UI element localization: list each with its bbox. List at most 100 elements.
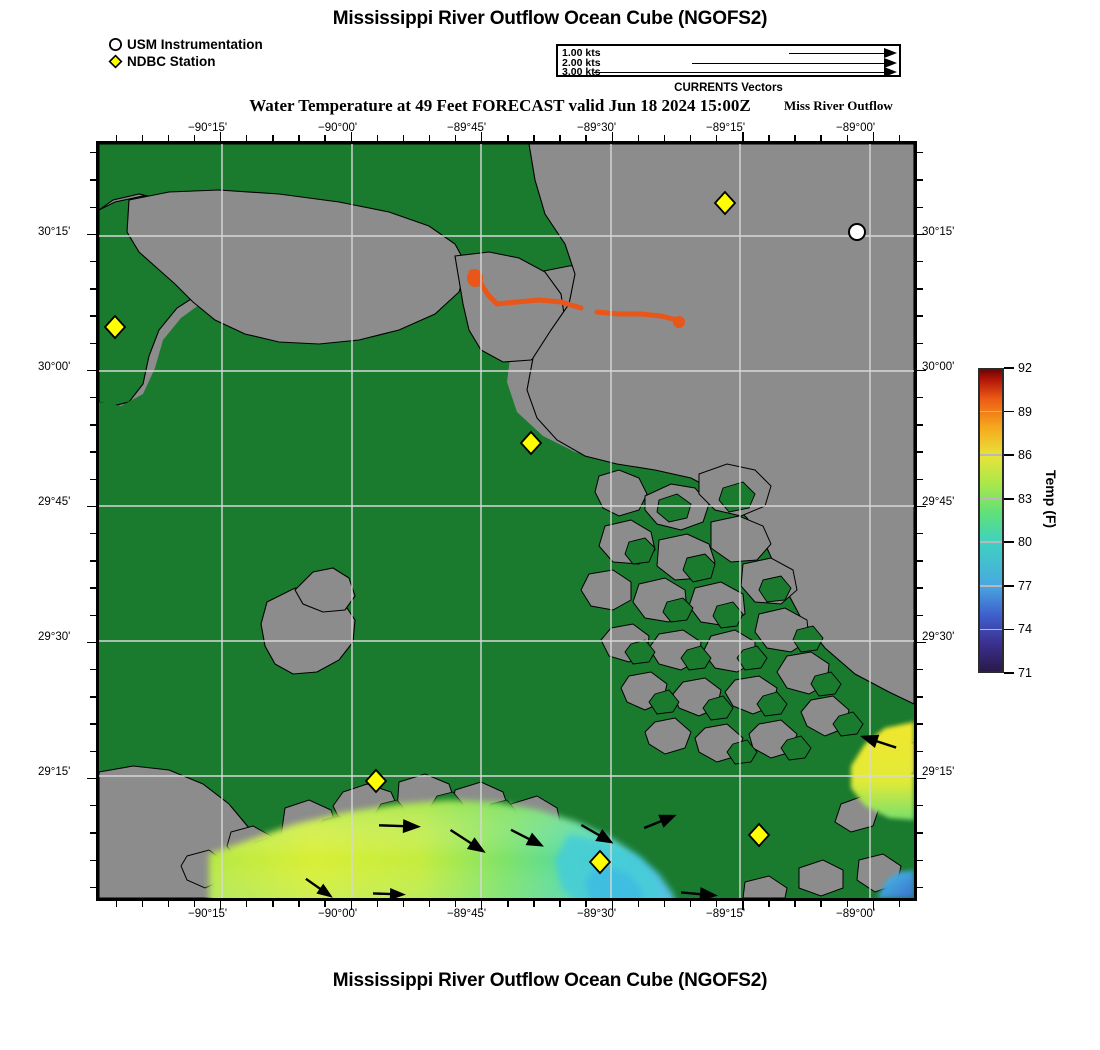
station-markers	[103, 190, 866, 875]
axis-tick	[768, 901, 770, 907]
axis-tick	[219, 901, 222, 910]
axis-tick	[663, 901, 666, 907]
currents-shaft-1	[789, 53, 884, 54]
y-axis-label-right-0: 30°15'	[922, 226, 955, 238]
colorbar-tick-label: 89	[1018, 404, 1032, 419]
y-axis-label-right-2: 29°45'	[922, 496, 955, 508]
axis-tick	[917, 369, 926, 372]
legend-label-ndbc: NDBC Station	[127, 53, 216, 69]
y-axis-label-left-4: 29°15'	[38, 766, 71, 778]
axis-tick	[87, 233, 96, 236]
axis-tick	[87, 641, 96, 644]
ndbc-station-marker	[588, 849, 612, 875]
x-axis-label-top-2: −89°45'	[447, 122, 487, 134]
temperature-corner-patch	[851, 722, 914, 820]
axis-tick	[611, 901, 613, 910]
x-axis-label-bottom-2: −89°45'	[447, 908, 487, 920]
axis-tick	[917, 587, 923, 589]
axis-tick	[872, 901, 875, 910]
axis-tick	[324, 901, 326, 907]
diamond-marker-icon	[108, 53, 123, 69]
axis-tick	[507, 901, 509, 907]
ndbc-station-marker	[103, 314, 127, 340]
y-axis-label-right-1: 30°00'	[922, 361, 955, 373]
x-axis-label-bottom-4: −89°15'	[706, 908, 746, 920]
map-gridlines	[99, 144, 914, 898]
axis-tick	[454, 901, 457, 907]
x-axis-label-top-1: −90°00'	[318, 122, 358, 134]
currents-shaft-2	[692, 63, 884, 64]
page-title: Mississippi River Outflow Ocean Cube (NG…	[332, 8, 768, 29]
axis-tick	[917, 641, 926, 644]
currents-arrowhead-1	[884, 48, 897, 58]
axis-tick	[402, 901, 405, 907]
axis-tick	[917, 669, 923, 671]
temperature-se-blue-corner	[877, 870, 914, 898]
colorbar-inner-tick	[980, 628, 1002, 631]
axis-tick	[917, 696, 923, 698]
y-axis-label-right-3: 29°30'	[922, 631, 955, 643]
axis-tick	[794, 901, 796, 907]
axis-tick	[637, 901, 640, 907]
currents-row-3: 3.00 kts	[558, 66, 899, 78]
colorbar-inner-tick	[980, 410, 1002, 413]
x-axis-label-top-0: −90°15'	[188, 122, 228, 134]
axis-tick	[917, 777, 926, 780]
axis-tick	[917, 315, 923, 317]
currents-label-1: 1.00 kts	[562, 47, 601, 59]
axis-tick	[376, 901, 378, 907]
axis-tick	[428, 901, 431, 907]
x-axis-label-top-4: −89°15'	[706, 122, 746, 134]
axis-tick	[846, 901, 848, 907]
axis-tick	[917, 886, 923, 889]
legend-label-usm: USM Instrumentation	[127, 36, 263, 52]
x-axis-label-bottom-0: −90°15'	[188, 908, 228, 920]
x-axis-label-top-3: −89°30'	[577, 122, 617, 134]
axis-tick	[917, 233, 926, 236]
current-vector-arrows	[305, 734, 897, 898]
axis-tick	[481, 132, 483, 141]
ndbc-station-marker	[747, 822, 771, 848]
axis-tick	[917, 342, 923, 344]
ndbc-station-marker	[519, 430, 543, 456]
axis-tick	[917, 260, 923, 263]
axis-tick	[917, 451, 923, 453]
axis-tick	[917, 206, 923, 208]
axis-tick	[246, 901, 248, 907]
colorbar-inner-tick	[980, 541, 1002, 544]
axis-tick	[917, 288, 923, 290]
colorbar: 71 74 77 80 83 86 89 92	[978, 361, 1032, 680]
colorbar-title: Temp (F)	[1043, 470, 1059, 529]
axis-tick	[298, 901, 300, 907]
currents-shaft-3	[594, 72, 884, 73]
axis-tick	[917, 179, 923, 181]
axis-tick	[87, 369, 96, 372]
colorbar-gradient	[978, 368, 1004, 673]
currents-row-1: 1.00 kts	[558, 47, 899, 59]
colorbar-tick-label: 77	[1018, 578, 1032, 593]
station-legend: USM Instrumentation NDBC Station	[108, 36, 263, 70]
footer-title: Mississippi River Outflow Ocean Cube (NG…	[332, 970, 768, 991]
y-axis-label-left-0: 30°15'	[38, 226, 71, 238]
axis-tick	[481, 901, 483, 910]
axis-tick	[87, 777, 96, 780]
y-axis-label-left-2: 29°45'	[38, 496, 71, 508]
map-plot[interactable]	[96, 141, 917, 901]
axis-tick	[917, 560, 923, 562]
axis-tick	[917, 614, 923, 617]
subtitle-region-label: Miss River Outflow	[784, 98, 893, 113]
axis-tick	[219, 132, 222, 141]
map-canvas[interactable]	[99, 144, 914, 898]
colorbar-tick	[1004, 672, 1014, 674]
axis-tick	[820, 901, 822, 907]
axis-tick	[742, 132, 744, 141]
colorbar-tick-label: 80	[1018, 535, 1032, 550]
axis-tick	[689, 901, 692, 907]
currents-label-3: 3.00 kts	[562, 66, 601, 78]
x-axis-label-bottom-3: −89°30'	[577, 908, 617, 920]
colorbar-tick-label: 86	[1018, 448, 1032, 463]
axis-tick	[716, 901, 718, 907]
usm-instrumentation-marker	[848, 223, 866, 241]
ndbc-station-marker	[713, 190, 737, 216]
colorbar-tick-label: 74	[1018, 622, 1032, 637]
